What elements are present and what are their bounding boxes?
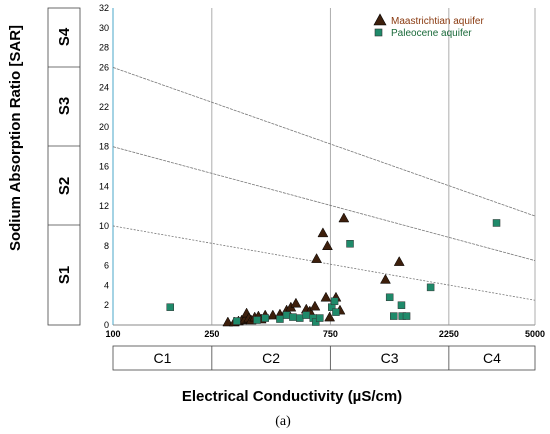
paleocene-point — [332, 308, 340, 316]
x-tick-label: 5000 — [525, 329, 545, 339]
paleocene-point — [316, 314, 324, 322]
paleocene-point — [311, 318, 320, 326]
boundary-line — [112, 225, 536, 301]
paleocene-point — [233, 317, 241, 325]
legend-label-maastrichtian: Maastrichtian aquifer — [391, 16, 484, 27]
paleocene-point — [385, 293, 394, 302]
y-tick-label: 20 — [99, 122, 109, 132]
paleocene-point — [390, 312, 398, 320]
paleocene-point — [261, 314, 269, 322]
data-points — [166, 212, 501, 327]
maastrichtian-point — [267, 309, 279, 320]
y-tick-label: 16 — [99, 162, 109, 172]
boundary-line — [112, 67, 536, 217]
x-tick-labels: 100 250 750 2250 5000 — [105, 329, 545, 339]
paleocene-point — [302, 311, 311, 319]
maastrichtian-point — [311, 253, 322, 263]
legend: Maastrichtian aquifer Paleocene aquifer — [373, 13, 484, 39]
sodium-class-s2: S2 — [56, 177, 73, 195]
panel-label: (a) — [275, 414, 291, 429]
y-tick-label: 2 — [104, 300, 109, 310]
maastrichtian-point — [380, 273, 391, 284]
sodium-class-s3: S3 — [56, 97, 73, 115]
class-dividers — [211, 8, 536, 325]
y-tick-label: 8 — [104, 241, 109, 251]
x-tick-label: 750 — [323, 329, 338, 339]
paleocene-point — [276, 315, 284, 323]
sodium-class-s4: S4 — [56, 27, 73, 46]
maastrichtian-point — [324, 311, 336, 322]
maastrichtian-point — [320, 291, 332, 302]
maastrichtian-point — [322, 240, 333, 250]
paleocene-point — [397, 301, 406, 309]
sodium-class-panel: S4 S3 S2 S1 — [47, 7, 81, 326]
y-tick-label: 18 — [99, 142, 109, 152]
y-tick-label: 12 — [99, 201, 109, 211]
salinity-class-c4: C4 — [483, 350, 501, 366]
legend-label-paleocene: Paleocene aquifer — [391, 28, 472, 39]
paleocene-point — [289, 313, 297, 321]
paleocene-point — [166, 303, 174, 311]
legend-square-marker — [374, 28, 383, 37]
y-tick-label: 0 — [104, 320, 109, 330]
paleocene-point — [296, 314, 304, 322]
y-tick-label: 22 — [99, 102, 109, 112]
maastrichtian-point — [338, 212, 350, 223]
y-tick-label: 6 — [104, 261, 109, 271]
paleocene-point — [346, 240, 354, 248]
salinity-class-bar: C1 C2 C3 C4 — [112, 345, 536, 371]
y-tick-label: 24 — [99, 82, 109, 92]
maastrichtian-point — [317, 227, 329, 238]
y-tick-label: 26 — [99, 62, 109, 72]
y-tick-label: 10 — [99, 221, 109, 231]
legend-triangle-marker — [373, 13, 387, 26]
boundary-line — [112, 146, 536, 261]
y-tick-label: 4 — [104, 280, 109, 290]
paleocene-point — [330, 297, 339, 305]
salinity-class-c2: C2 — [262, 350, 280, 366]
paleocene-point — [402, 312, 411, 320]
paleocene-point — [253, 316, 261, 324]
y-tick-label: 30 — [99, 23, 109, 33]
maastrichtian-point — [309, 300, 321, 311]
y-tick-label: 28 — [99, 43, 109, 53]
salinity-class-c3: C3 — [381, 350, 399, 366]
x-tick-label: 250 — [204, 329, 219, 339]
x-tick-label: 100 — [105, 329, 120, 339]
hazard-boundaries — [112, 67, 536, 301]
paleocene-point — [282, 311, 291, 319]
x-tick-label: 2250 — [439, 329, 459, 339]
x-axis-label: Electrical Conductivity (µS/cm) — [182, 388, 402, 405]
y-axis-label: Sodium Absorption Ratio [SAR] — [7, 25, 24, 251]
maastrichtian-point — [393, 256, 405, 266]
y-tick-label: 14 — [99, 181, 109, 191]
paleocene-point — [426, 283, 435, 292]
sodium-class-s1: S1 — [56, 266, 73, 284]
y-tick-label: 32 — [99, 3, 109, 13]
salinity-class-c1: C1 — [153, 350, 171, 366]
maastrichtian-point — [290, 297, 302, 308]
paleocene-point — [492, 219, 501, 227]
